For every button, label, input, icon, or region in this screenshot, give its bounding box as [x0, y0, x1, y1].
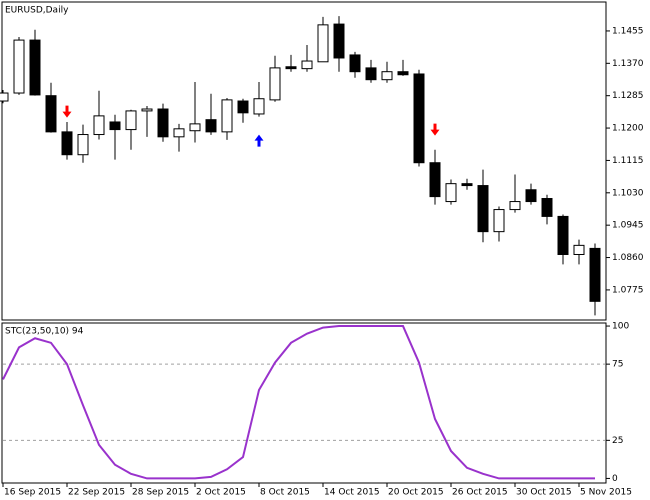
candle-body [29, 39, 41, 96]
candle-body [493, 209, 505, 233]
y-tick-label: 100 [612, 322, 629, 332]
y-tick-label: 75 [612, 360, 623, 370]
candle-body [93, 115, 105, 136]
candle-body [285, 66, 297, 70]
candle-body [397, 71, 409, 76]
y-tick-label: 1.1200 [612, 124, 644, 134]
candle-body [429, 162, 441, 198]
candle-body [525, 189, 537, 203]
candle-body [125, 110, 137, 131]
x-tick-label: 26 Oct 2015 [452, 488, 508, 498]
x-tick-label: 8 Oct 2015 [260, 488, 310, 498]
candle-body [157, 108, 169, 138]
candle-body [461, 183, 473, 187]
candle-body [61, 131, 73, 156]
candle-body [141, 108, 153, 112]
candle-body [189, 123, 201, 132]
x-tick-label: 5 Nov 2015 [580, 488, 632, 498]
candle-body [381, 71, 393, 81]
signal-arrow [62, 105, 72, 118]
candle-body [45, 95, 57, 133]
x-tick-label: 16 Sep 2015 [4, 488, 61, 498]
y-tick-label: 1.1030 [612, 188, 644, 198]
candle-body [445, 183, 457, 203]
x-tick-label: 28 Sep 2015 [132, 488, 189, 498]
candle-body [413, 73, 425, 164]
price-panel [1, 1, 607, 321]
candle-body [301, 60, 313, 70]
candle-body [237, 100, 249, 114]
indicator-line [2, 325, 595, 480]
candle-body [221, 99, 233, 133]
chart-title: EURUSD,Daily [5, 6, 69, 16]
candle-body [109, 121, 121, 131]
candle-body [13, 39, 25, 94]
candle-body [253, 98, 265, 115]
y-tick-label: 25 [612, 436, 623, 446]
x-tick-label: 30 Oct 2015 [516, 488, 572, 498]
candle-body [0, 92, 9, 102]
x-tick-label: 22 Sep 2015 [68, 488, 125, 498]
candle-body [269, 67, 281, 101]
signal-arrow [430, 123, 440, 136]
candle-body [317, 24, 329, 63]
y-tick-label: 1.1370 [612, 59, 644, 69]
y-tick-label: 1.0945 [612, 221, 644, 231]
indicator-panel [1, 322, 607, 484]
y-tick-label: 1.0860 [612, 253, 644, 263]
x-tick-label: 14 Oct 2015 [324, 488, 380, 498]
candle-body [333, 23, 345, 59]
y-tick-label: 0 [612, 474, 618, 484]
x-tick-label: 20 Oct 2015 [388, 488, 444, 498]
candle-body [589, 247, 601, 302]
y-tick-label: 1.1455 [612, 26, 644, 36]
y-tick-label: 1.1115 [612, 156, 644, 166]
y-tick-label: 1.1285 [612, 91, 644, 101]
candle-body [349, 54, 361, 73]
indicator-title: STC(23,50,10) 94 [5, 327, 84, 337]
candle-body [557, 215, 569, 255]
candle-body [477, 185, 489, 233]
candle-body [77, 134, 89, 156]
candle-body [509, 201, 521, 211]
y-tick-label: 1.0775 [612, 285, 644, 295]
candle-body [541, 198, 553, 217]
candle-body [365, 67, 377, 81]
signal-arrow [254, 134, 264, 147]
candle-body [573, 244, 585, 255]
candle-body [205, 119, 217, 133]
candle-body [173, 128, 185, 138]
x-tick-label: 2 Oct 2015 [196, 488, 246, 498]
